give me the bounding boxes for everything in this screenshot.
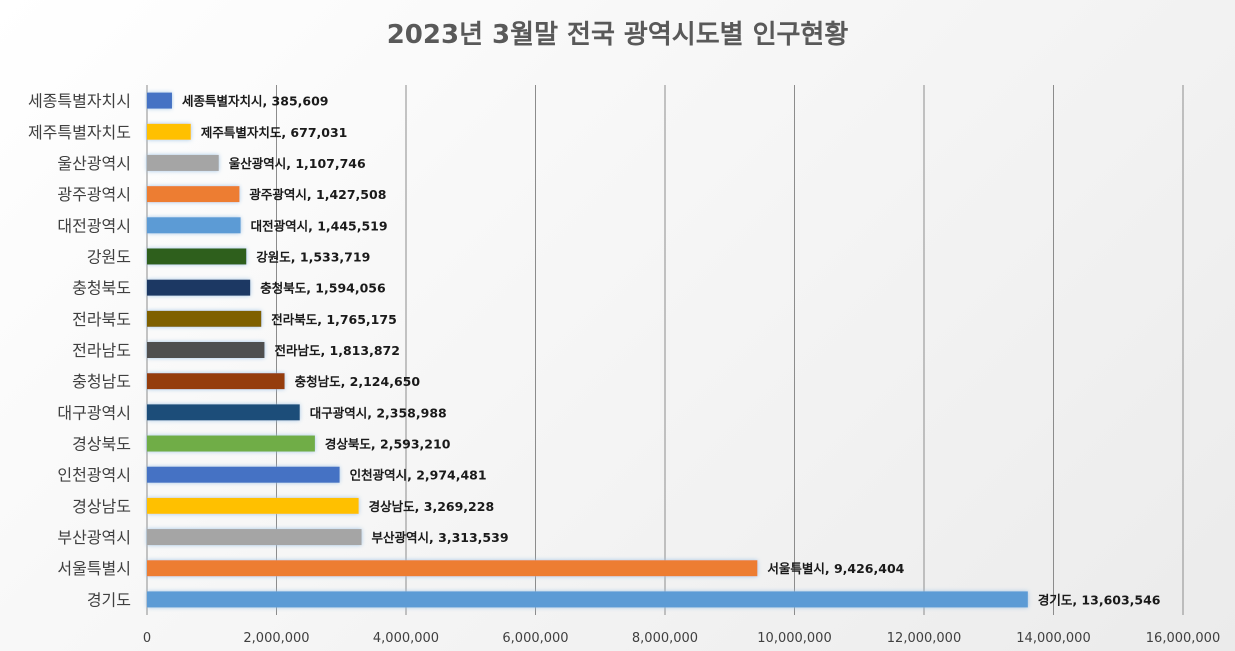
category-label: 부산광역시 [57, 528, 131, 547]
data-label: 제주특별자치도, 677,031 [201, 125, 348, 140]
bar [147, 186, 240, 203]
category-label: 전라남도 [72, 341, 131, 360]
data-label: 충청남도, 2,124,650 [295, 374, 421, 389]
data-label: 대구광역시, 2,358,988 [310, 405, 447, 420]
data-label: 대전광역시, 1,445,519 [251, 218, 388, 233]
category-label: 대전광역시 [57, 216, 131, 235]
bar [147, 591, 1028, 608]
x-tick-label: 0 [143, 631, 151, 646]
bar [147, 310, 262, 327]
chart-title: 2023년 3월말 전국 광역시도별 인구현황 [386, 20, 849, 50]
axes: 0 2,000,000 4,000,000 6,000,000 8,000,000 10,… [143, 85, 1220, 646]
x-tick-label: 4,000,000 [373, 631, 439, 646]
x-tick-label: 16,000,000 [1146, 631, 1220, 646]
category-label: 인천광역시 [57, 466, 131, 485]
category-label: 광주광역시 [57, 185, 131, 204]
data-label: 경상북도, 2,593,210 [325, 437, 451, 452]
x-tick-label: 10,000,000 [757, 631, 831, 646]
x-tick-label: 2,000,000 [243, 631, 309, 646]
bar [147, 497, 359, 514]
category-label: 경상북도 [72, 435, 131, 454]
category-label: 경기도 [87, 590, 131, 609]
x-tick-label: 8,000,000 [632, 631, 698, 646]
bar [147, 435, 315, 452]
bar [147, 154, 219, 171]
bar [147, 466, 340, 483]
category-label: 전라북도 [72, 310, 131, 329]
category-label: 세종특별자치시 [28, 92, 131, 111]
bar [147, 404, 300, 421]
bar [147, 279, 251, 296]
bar [147, 373, 285, 390]
data-label: 강원도, 1,533,719 [256, 249, 370, 264]
data-label: 전라북도, 1,765,175 [271, 312, 396, 327]
bar [147, 248, 247, 265]
bar [147, 342, 265, 358]
labels: 세종특별자치시 세종특별자치시, 385,609 제주특별자치도 제주특별자치도, 6… [28, 92, 1161, 610]
x-tick-label: 6,000,000 [502, 631, 568, 646]
category-label: 경상남도 [72, 497, 131, 516]
category-label: 충청북도 [72, 279, 131, 298]
x-tick-label: 14,000,000 [1016, 631, 1090, 646]
category-label: 강원도 [87, 247, 131, 266]
bars [147, 92, 1028, 608]
data-label: 서울특별시, 9,426,404 [767, 561, 904, 576]
data-label: 인천광역시, 2,974,481 [350, 468, 487, 483]
category-label: 서울특별시 [57, 559, 131, 578]
data-label: 경상남도, 3,269,228 [369, 499, 494, 514]
data-label: 부산광역시, 3,313,539 [372, 530, 509, 545]
category-label: 울산광역시 [57, 154, 131, 173]
bar [147, 560, 758, 577]
category-label: 충청남도 [72, 372, 131, 391]
category-label: 제주특별자치도 [28, 123, 131, 142]
bar [147, 92, 172, 109]
data-label: 충청북도, 1,594,056 [260, 281, 386, 296]
bar [147, 217, 241, 234]
data-label: 광주광역시, 1,427,508 [249, 187, 386, 202]
data-label: 전라남도, 1,813,872 [274, 343, 399, 358]
data-label: 경기도, 13,603,546 [1038, 592, 1161, 607]
bar [147, 529, 362, 546]
bar [147, 123, 191, 140]
data-label: 울산광역시, 1,107,746 [229, 156, 366, 171]
data-label: 세종특별자치시, 385,609 [182, 94, 329, 109]
x-tick-label: 12,000,000 [887, 631, 961, 646]
gridlines [276, 85, 1184, 615]
category-label: 대구광역시 [57, 403, 131, 422]
